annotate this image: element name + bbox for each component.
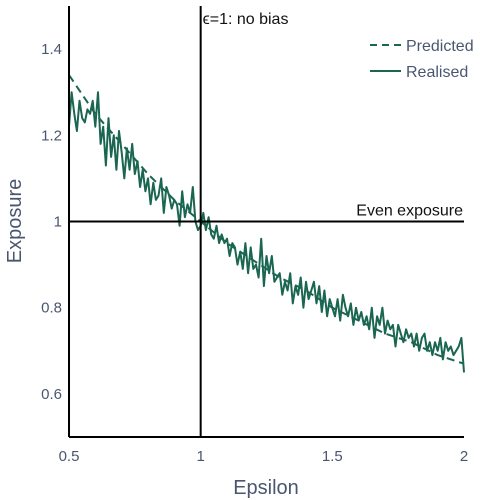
y-tick-label: 1.4 xyxy=(41,41,62,58)
x-tick-label: 2 xyxy=(460,448,468,465)
series-line-realised xyxy=(68,91,465,373)
annotation-even-exposure: Even exposure xyxy=(356,203,463,220)
x-tick-labels: 0.5 1 1.5 2 xyxy=(59,448,469,465)
legend-label-predicted: Predicted xyxy=(406,38,474,55)
y-tick-label: 0.8 xyxy=(41,300,62,317)
y-axis-title: Exposure xyxy=(4,179,26,264)
y-tick-label: 1.2 xyxy=(41,127,62,144)
x-tick-label: 1.5 xyxy=(322,448,343,465)
y-tick-label: 0.6 xyxy=(41,386,62,403)
annotation-no-bias: ϵ=1: no bias xyxy=(203,11,289,28)
x-tick-label: 0.5 xyxy=(59,448,80,465)
legend-label-realised: Realised xyxy=(406,64,468,81)
plot-area xyxy=(68,74,465,373)
y-tick-labels: 0.6 0.8 1 1.2 1.4 xyxy=(41,41,62,403)
legend[interactable]: Predicted Realised xyxy=(370,38,474,81)
y-tick-label: 1 xyxy=(54,214,62,231)
series-line-predicted xyxy=(68,74,465,365)
x-axis-title: Epsilon xyxy=(233,477,299,499)
x-tick-label: 1 xyxy=(196,448,204,465)
